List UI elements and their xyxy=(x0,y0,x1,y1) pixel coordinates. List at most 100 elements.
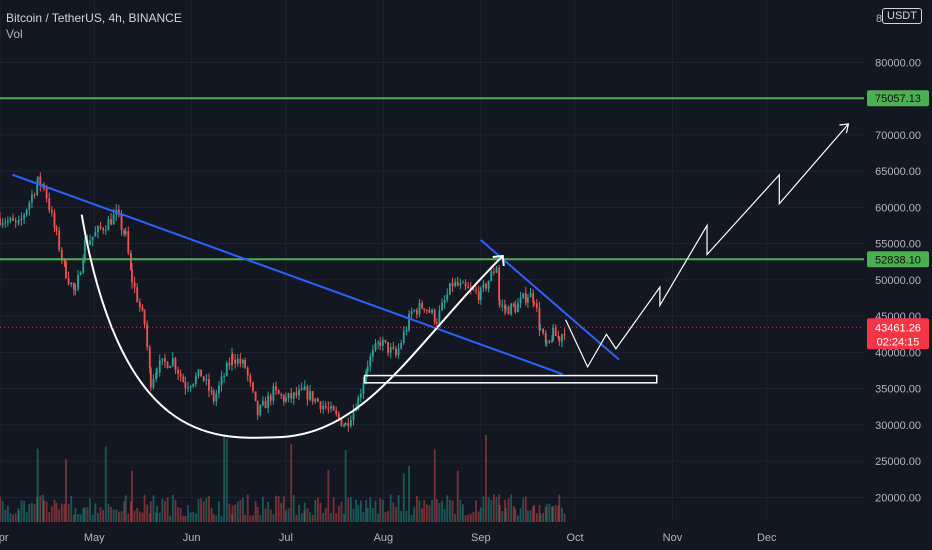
candle-body[interactable] xyxy=(433,309,436,323)
candle-body[interactable] xyxy=(330,406,332,409)
candle-body[interactable] xyxy=(374,343,377,351)
candle-body[interactable] xyxy=(462,282,464,284)
candle-body[interactable] xyxy=(492,271,495,273)
candle-body[interactable] xyxy=(182,376,185,383)
candle-body[interactable] xyxy=(441,302,443,311)
candle-body[interactable] xyxy=(558,336,561,342)
candle-body[interactable] xyxy=(475,289,477,292)
candle-body[interactable] xyxy=(83,240,86,259)
candle-body[interactable] xyxy=(369,356,372,367)
candle-body[interactable] xyxy=(277,390,280,394)
candle-body[interactable] xyxy=(300,388,303,390)
candle-body[interactable] xyxy=(231,354,234,360)
candle-body[interactable] xyxy=(397,348,400,356)
candle-body[interactable] xyxy=(110,219,112,225)
candle-body[interactable] xyxy=(53,212,56,228)
candle-body[interactable] xyxy=(166,361,169,369)
candle-body[interactable] xyxy=(48,198,51,211)
cup-arc[interactable] xyxy=(80,214,504,439)
candle-body[interactable] xyxy=(498,300,501,306)
candle-body[interactable] xyxy=(384,339,387,343)
candle-body[interactable] xyxy=(327,407,330,409)
candle-body[interactable] xyxy=(438,310,441,324)
candle-body[interactable] xyxy=(254,391,257,401)
candle-body[interactable] xyxy=(91,236,94,241)
candle-body[interactable] xyxy=(220,376,223,386)
candle-body[interactable] xyxy=(158,360,161,373)
candle-body[interactable] xyxy=(504,306,507,309)
drawings[interactable] xyxy=(0,97,864,439)
candle-body[interactable] xyxy=(120,214,123,230)
symbol-title[interactable]: Bitcoin / TetherUS, 4h, BINANCE xyxy=(6,11,182,25)
candle-body[interactable] xyxy=(99,226,102,229)
candle-body[interactable] xyxy=(143,310,146,325)
candle-body[interactable] xyxy=(155,372,157,380)
candle-body[interactable] xyxy=(487,280,490,289)
candle-body[interactable] xyxy=(392,347,395,349)
candle-body[interactable] xyxy=(456,281,459,286)
candle-body[interactable] xyxy=(557,336,560,338)
candle-body[interactable] xyxy=(79,272,82,275)
candle-body[interactable] xyxy=(400,343,403,349)
candle-body[interactable] xyxy=(138,301,141,308)
candle-body[interactable] xyxy=(306,386,309,400)
cup-arrowhead[interactable] xyxy=(492,254,505,267)
candle-body[interactable] xyxy=(45,188,48,199)
candle-body[interactable] xyxy=(174,358,177,370)
candle-body[interactable] xyxy=(428,309,431,313)
candle-body[interactable] xyxy=(377,342,380,344)
candle-body[interactable] xyxy=(503,305,506,309)
candle-body[interactable] xyxy=(23,215,26,219)
candle-body[interactable] xyxy=(410,311,413,315)
candle-body[interactable] xyxy=(264,400,267,409)
candle-body[interactable] xyxy=(501,305,504,307)
candle-body[interactable] xyxy=(244,360,247,368)
candle-body[interactable] xyxy=(205,379,208,381)
candle-body[interactable] xyxy=(200,369,203,377)
candle-body[interactable] xyxy=(319,401,322,410)
candle-body[interactable] xyxy=(535,303,538,309)
candle-body[interactable] xyxy=(275,386,277,391)
candle-body[interactable] xyxy=(554,327,557,337)
candle-body[interactable] xyxy=(161,358,164,361)
candle-body[interactable] xyxy=(352,410,355,421)
candle-body[interactable] xyxy=(0,218,1,225)
candle-body[interactable] xyxy=(4,222,7,224)
candle-body[interactable] xyxy=(545,342,548,344)
candle-body[interactable] xyxy=(192,383,195,387)
candle-body[interactable] xyxy=(395,348,397,356)
candle-body[interactable] xyxy=(223,376,226,378)
candle-body[interactable] xyxy=(446,294,449,301)
projection-arrowhead[interactable] xyxy=(839,123,850,134)
candle-body[interactable] xyxy=(102,228,105,231)
candle-body[interactable] xyxy=(77,274,79,290)
volume-indicator-label[interactable]: Vol xyxy=(6,27,23,41)
candle-body[interactable] xyxy=(316,398,319,402)
candle-body[interactable] xyxy=(542,329,545,334)
candle-body[interactable] xyxy=(146,324,149,348)
candle-body[interactable] xyxy=(6,220,9,223)
candle-body[interactable] xyxy=(415,310,418,315)
candle-body[interactable] xyxy=(507,306,510,315)
candle-body[interactable] xyxy=(36,176,39,184)
candle-body[interactable] xyxy=(259,405,262,416)
candle-body[interactable] xyxy=(239,358,242,364)
candle-body[interactable] xyxy=(184,382,187,389)
candle-body[interactable] xyxy=(149,368,152,388)
candle-body[interactable] xyxy=(97,226,99,233)
candle-body[interactable] xyxy=(194,375,197,384)
candle-body[interactable] xyxy=(282,395,285,402)
candle-body[interactable] xyxy=(344,423,347,426)
candle-body[interactable] xyxy=(467,286,470,289)
candle-body[interactable] xyxy=(510,303,513,315)
candle-body[interactable] xyxy=(280,393,283,396)
candle-body[interactable] xyxy=(210,390,213,392)
candle-body[interactable] xyxy=(208,379,210,391)
candle-body[interactable] xyxy=(435,322,438,324)
candle-body[interactable] xyxy=(202,376,205,381)
candle-body[interactable] xyxy=(171,358,174,366)
candle-body[interactable] xyxy=(477,291,480,301)
candle-body[interactable] xyxy=(337,413,340,419)
candle-body[interactable] xyxy=(479,288,482,301)
